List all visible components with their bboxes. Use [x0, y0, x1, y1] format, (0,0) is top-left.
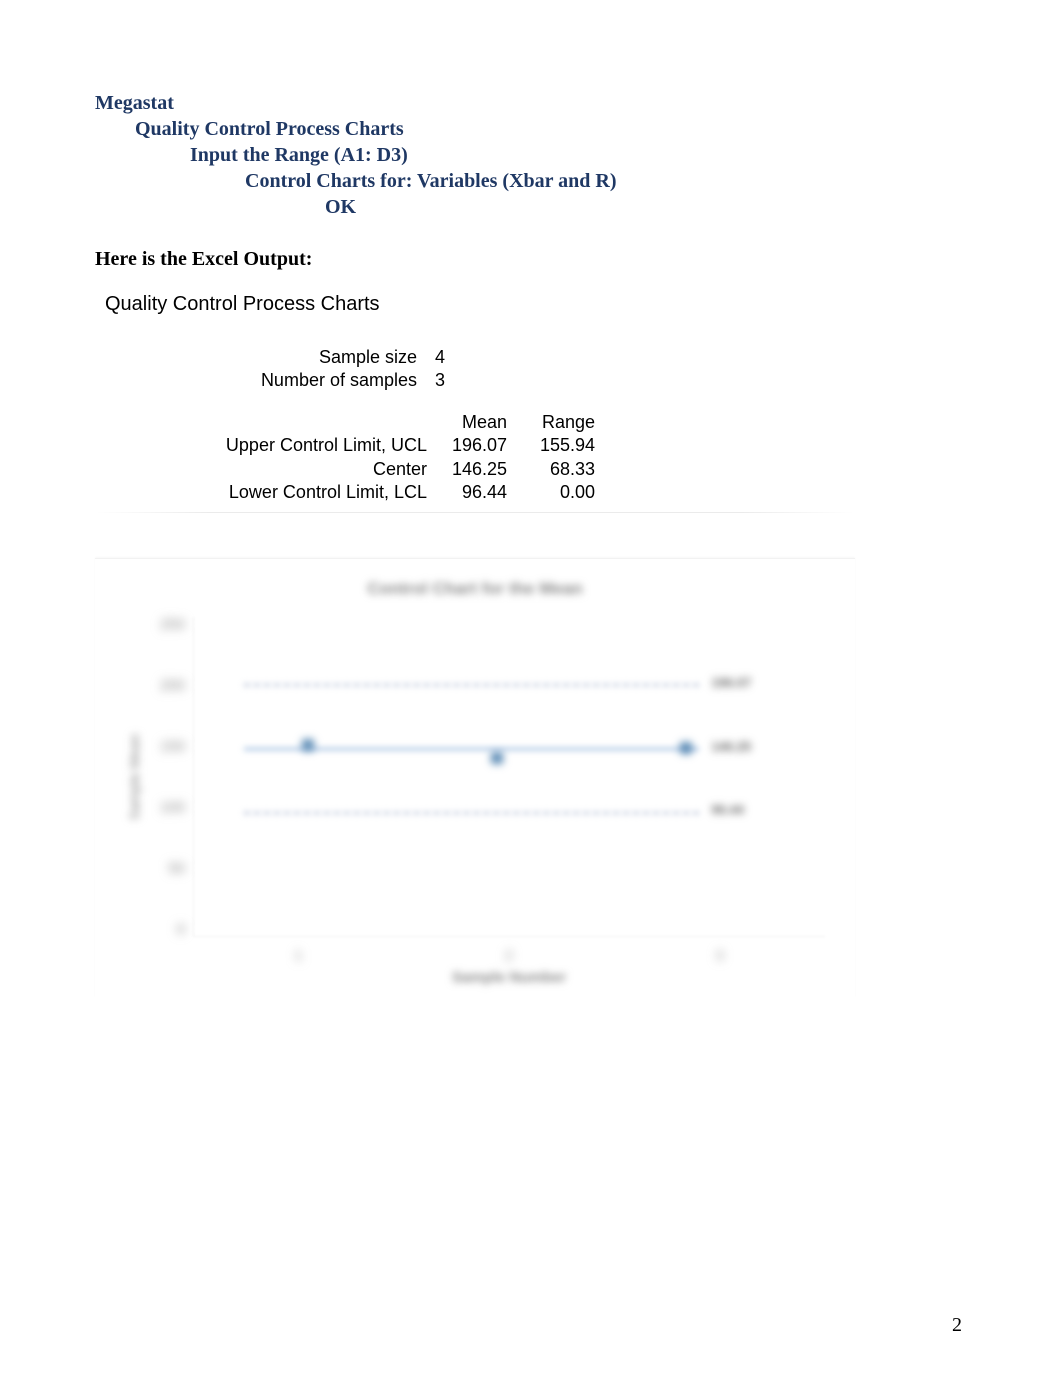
num-samples-label: Number of samples: [95, 369, 435, 392]
table-row: Lower Control Limit, LCL 96.44 0.00: [95, 481, 967, 504]
chart-title: Control Chart for the Mean: [125, 579, 825, 599]
lcl-range: 0.00: [515, 481, 595, 504]
separator: [95, 512, 855, 513]
nav-l3: Input the Range (A1: D3): [95, 142, 967, 168]
ucl-mean: 196.07: [435, 434, 515, 457]
y-tick: 150: [160, 739, 185, 754]
x-axis-label: Sample Number: [193, 969, 825, 986]
x-tick: 3: [614, 947, 825, 963]
y-tick: 50: [168, 861, 185, 876]
limits-header-blank: [95, 411, 435, 434]
section-title: Quality Control Process Charts: [105, 293, 967, 316]
limits-header-mean: Mean: [435, 411, 515, 434]
center-range: 68.33: [515, 458, 595, 481]
ucl-label: Upper Control Limit, UCL: [95, 434, 435, 457]
center-label: Center: [95, 458, 435, 481]
page-number: 2: [952, 1314, 962, 1337]
data-point: [680, 742, 692, 754]
nav-l5: OK: [95, 194, 967, 220]
output-heading: Here is the Excel Output:: [95, 248, 967, 271]
sample-size-value: 4: [435, 346, 485, 369]
center-mean: 146.25: [435, 458, 515, 481]
nav-hierarchy: Megastat Quality Control Process Charts …: [95, 90, 967, 220]
nav-l4: Control Charts for: Variables (Xbar and …: [95, 168, 967, 194]
lcl-line-label: 96.44: [711, 802, 744, 817]
nav-l2: Quality Control Process Charts: [95, 116, 967, 142]
y-tick: 250: [160, 617, 185, 632]
y-ticks: 250 200 150 100 50 0: [143, 617, 193, 937]
y-tick: 0: [177, 922, 185, 937]
num-samples-value: 3: [435, 369, 485, 392]
sample-size-label: Sample size: [95, 346, 435, 369]
table-row: Upper Control Limit, UCL 196.07 155.94: [95, 434, 967, 457]
stats-block: Sample size 4 Number of samples 3: [95, 346, 967, 393]
center-line-label: 146.25: [711, 739, 751, 754]
ucl-line-label: 196.07: [711, 675, 751, 690]
data-point: [491, 752, 503, 764]
x-ticks: 1 2 3: [193, 947, 825, 963]
limits-table: Mean Range Upper Control Limit, UCL 196.…: [95, 411, 967, 505]
lcl-label: Lower Control Limit, LCL: [95, 481, 435, 504]
data-point: [302, 739, 314, 751]
control-chart: Control Chart for the Mean Sample Mean 2…: [95, 558, 855, 998]
table-row: Center 146.25 68.33: [95, 458, 967, 481]
x-tick: 1: [193, 947, 404, 963]
x-tick: 2: [404, 947, 615, 963]
ucl-line: [244, 684, 698, 686]
ucl-range: 155.94: [515, 434, 595, 457]
lcl-mean: 96.44: [435, 481, 515, 504]
plot-area: 196.07 146.25 96.44: [193, 617, 825, 937]
y-axis-label: Sample Mean: [126, 734, 142, 820]
lcl-line: [244, 812, 698, 814]
y-tick: 200: [160, 678, 185, 693]
limits-header-range: Range: [515, 411, 595, 434]
nav-l1: Megastat: [95, 90, 967, 116]
y-tick: 100: [160, 800, 185, 815]
